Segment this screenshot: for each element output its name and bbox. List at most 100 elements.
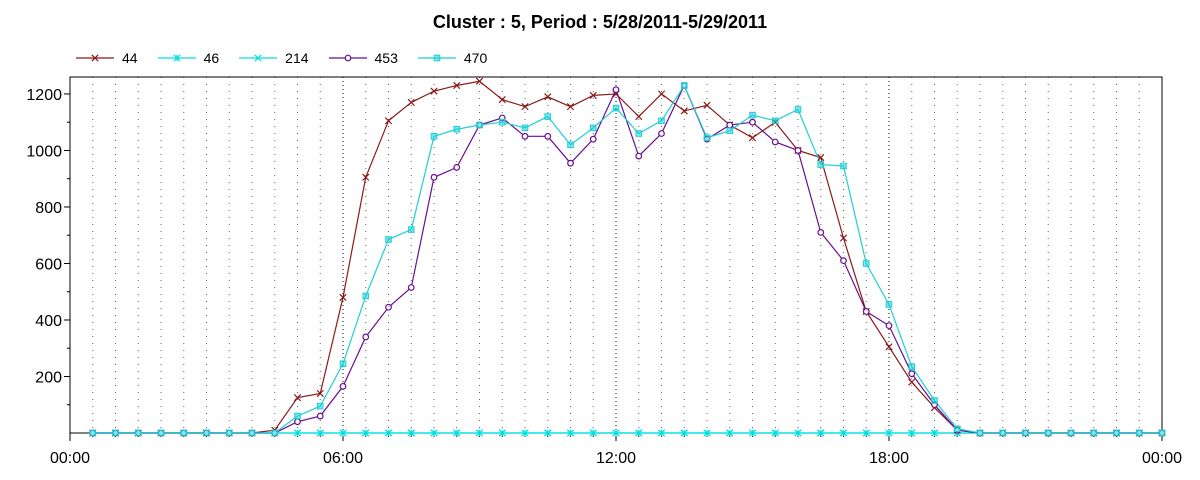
data-point-44 — [589, 91, 597, 99]
data-point-470 — [635, 130, 643, 137]
data-point-470 — [362, 292, 370, 300]
data-point-470 — [1135, 429, 1143, 437]
data-point-214 — [930, 429, 939, 437]
data-point-453 — [316, 412, 324, 420]
data-point-453 — [658, 130, 665, 137]
data-point-453 — [385, 303, 392, 311]
data-point-214 — [657, 429, 666, 437]
data-point-470 — [316, 402, 324, 410]
data-point-44 — [908, 378, 916, 386]
data-point-214 — [862, 429, 870, 437]
legend-item-46: 46 — [157, 50, 219, 66]
data-point-214 — [794, 429, 802, 437]
data-point-214 — [612, 429, 620, 437]
x-tick-label: 12:00 — [596, 450, 636, 467]
data-point-470 — [680, 82, 688, 89]
legend-item-470: 470 — [417, 50, 488, 66]
data-point-453 — [567, 159, 574, 167]
data-point-470 — [862, 260, 870, 267]
data-point-470 — [521, 124, 529, 132]
data-point-44 — [293, 394, 302, 402]
legend-label: 470 — [463, 50, 488, 66]
data-point-470 — [248, 429, 256, 437]
legend-marker — [91, 54, 99, 62]
data-point-44 — [521, 103, 529, 111]
data-point-453 — [362, 333, 370, 341]
series-group — [92, 80, 1162, 434]
data-point-453 — [908, 370, 916, 378]
data-point-470 — [840, 162, 847, 170]
data-point-44 — [657, 90, 666, 98]
data-point-214 — [498, 429, 506, 437]
y-tick-label: 600 — [35, 256, 62, 273]
series-line-470 — [92, 84, 1162, 434]
data-point-214 — [703, 429, 711, 437]
legend-label: 453 — [374, 50, 398, 66]
series-line-453 — [92, 84, 1162, 434]
data-point-214 — [453, 429, 461, 437]
legend-item-453: 453 — [328, 50, 398, 66]
y-tick-label: 800 — [35, 200, 62, 217]
data-point-44 — [498, 95, 506, 104]
legend-marker — [254, 54, 262, 62]
data-point-44 — [566, 103, 575, 111]
data-point-214 — [885, 429, 893, 437]
legend-item-214: 214 — [239, 50, 309, 66]
x-tick-label: 06:00 — [323, 450, 363, 467]
data-point-453 — [521, 132, 529, 140]
data-point-453 — [726, 121, 734, 129]
data-point-470 — [339, 360, 347, 368]
data-point-470 — [476, 121, 483, 129]
data-point-470 — [749, 111, 756, 119]
data-point-470 — [771, 117, 779, 125]
data-point-214 — [544, 429, 552, 437]
data-point-470 — [203, 429, 210, 437]
data-point-44 — [544, 93, 552, 101]
y-tick-label: 1000 — [26, 143, 62, 160]
data-point-214 — [407, 429, 415, 437]
data-point-44 — [384, 117, 393, 125]
data-point-470 — [658, 117, 665, 125]
data-point-44 — [817, 153, 825, 162]
data-point-214 — [839, 429, 848, 437]
data-point-470 — [931, 397, 938, 404]
grid — [92, 77, 1140, 433]
legend: 44 46 214 453 470 — [76, 49, 507, 67]
data-point-470 — [1158, 429, 1166, 437]
data-point-470 — [180, 429, 188, 437]
data-point-214 — [771, 429, 779, 437]
data-point-214 — [566, 429, 575, 437]
data-point-44 — [703, 101, 711, 109]
data-point-214 — [362, 429, 370, 437]
data-point-470 — [999, 429, 1007, 437]
data-point-470 — [589, 124, 597, 132]
data-point-214 — [293, 429, 302, 437]
data-point-470 — [1067, 429, 1075, 437]
data-point-44 — [339, 293, 347, 302]
data-point-453 — [794, 147, 802, 154]
data-point-470 — [612, 104, 620, 112]
data-point-44 — [680, 107, 688, 115]
data-point-470 — [567, 141, 574, 149]
x-tick-label: 00:00 — [1142, 450, 1182, 467]
data-point-453 — [589, 135, 597, 143]
data-point-453 — [430, 173, 438, 181]
data-point-470 — [1022, 429, 1029, 437]
legend-swatch — [157, 54, 196, 62]
data-point-453 — [453, 164, 461, 171]
data-point-453 — [407, 284, 415, 291]
data-point-470 — [407, 226, 415, 233]
data-point-453 — [771, 138, 779, 146]
x-tick-label: 18:00 — [869, 450, 909, 467]
data-point-453 — [294, 418, 301, 426]
legend-label: 214 — [285, 50, 309, 66]
y-tick-label: 200 — [35, 369, 62, 386]
x-tick-label: 00:00 — [50, 450, 90, 467]
y-tick-label: 1200 — [26, 87, 62, 104]
axes — [64, 76, 1163, 441]
data-point-214 — [908, 429, 916, 437]
tick-labels: 00:00 06:00 12:00 18:00 00:00 200 400 600 800 100… — [26, 87, 1182, 467]
data-point-214 — [475, 429, 484, 437]
data-point-453 — [635, 152, 643, 160]
data-point-470 — [908, 363, 916, 370]
